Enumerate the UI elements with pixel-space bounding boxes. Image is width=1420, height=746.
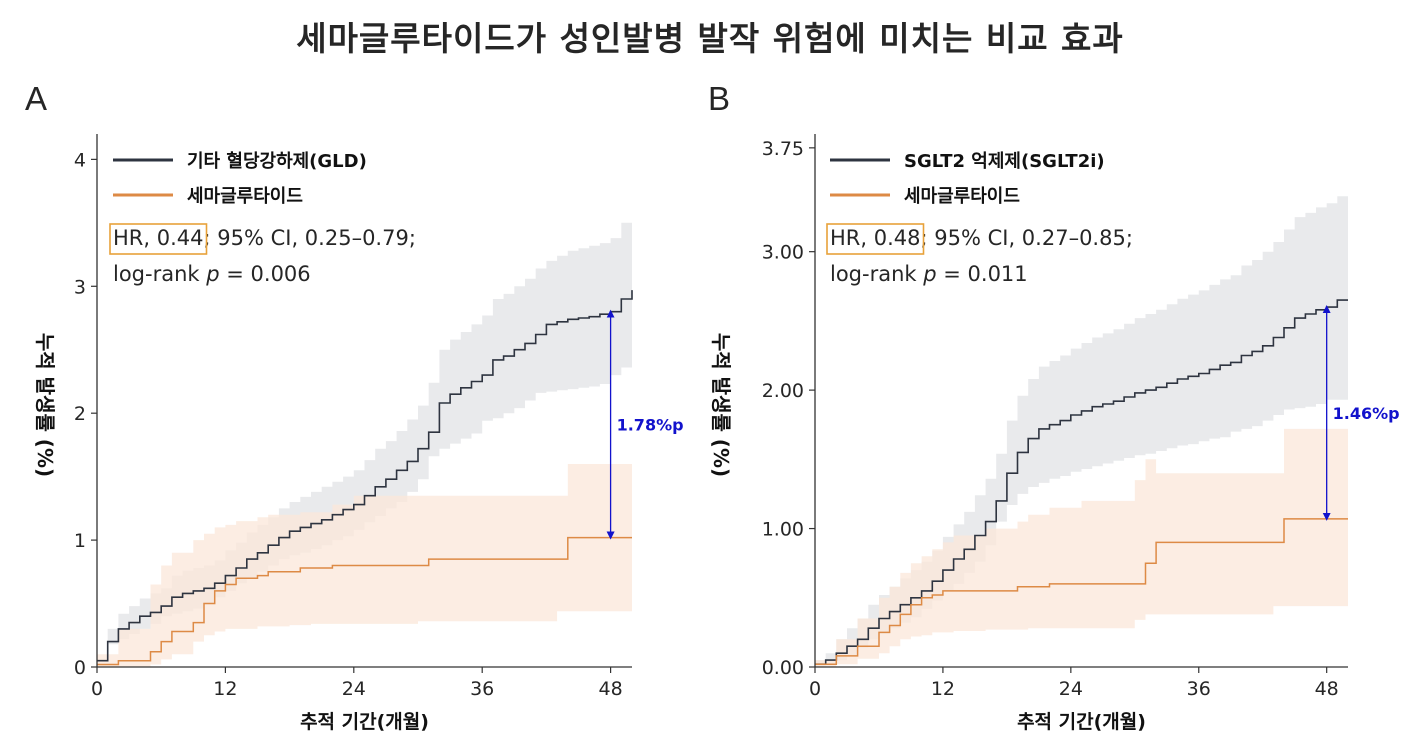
panel-a-legend-label: 기타 혈당강하제(GLD)	[187, 150, 367, 172]
panel-a-hr-text: HR, 0.44	[113, 226, 204, 250]
panel-a-logrank-value: = 0.006	[220, 262, 311, 286]
panel-a-y-axis-label: 누적 발생률 (%)	[33, 333, 57, 477]
panel-a-legend-label: 세마글루타이드	[187, 186, 303, 207]
panel-b-xtick-label: 0	[809, 678, 821, 700]
panel-b-x-axis-label: 추적 기간(개월)	[1017, 711, 1146, 733]
panel-a-xtick-label: 12	[213, 678, 237, 700]
panel-b-xtick-label: 24	[1059, 678, 1083, 700]
panel-a-line-semaglutide	[97, 536, 632, 666]
panel-b-ytick-label: 2.00	[762, 380, 804, 402]
panel-b-ytick-label: 3.75	[762, 138, 804, 160]
panel-b-line-semaglutide	[815, 518, 1348, 665]
panel-a-ytick-label: 0	[74, 657, 86, 679]
panel-a-xtick-label: 24	[342, 678, 366, 700]
panel-b-legend-label: SGLT2 억제제(SGLT2i)	[904, 151, 1105, 172]
figure-title: 세마글루타이드가 성인발병 발작 위험에 미치는 비교 효과	[296, 19, 1124, 58]
panel-b-ytick-label: 1.00	[762, 519, 804, 541]
panel-b-xtick-label: 36	[1187, 678, 1211, 700]
panel-b-xtick-label: 12	[931, 678, 955, 700]
panel-a-ytick-label: 4	[74, 149, 86, 171]
panel-a-ytick-label: 2	[74, 403, 86, 425]
panel-a-xtick-label: 36	[470, 678, 494, 700]
panel-label-b: B	[708, 80, 731, 117]
panel-a-ytick-label: 1	[74, 530, 86, 552]
panel-a-logrank-text: log-rank p = 0.006	[113, 262, 311, 286]
panel-b-hr-text: HR, 0.48	[830, 226, 921, 250]
panel-a-ytick-label: 3	[74, 276, 86, 298]
panel-a-ci-text: ; 95% CI, 0.25–0.79;	[204, 226, 416, 250]
panel-b-plot: 0.00 1.00 2.00 3.00 3.75 0 12 24 36 48 추적 기간(개월) 누적…	[709, 134, 1400, 733]
panel-a-xtick-label: 48	[599, 678, 623, 700]
panel-a-xtick-label: 0	[91, 678, 103, 700]
panel-b-ci-band-semaglutide	[815, 428, 1348, 667]
panel-b-difference-label: 1.46%p	[1333, 404, 1400, 423]
panel-b-logrank-value: = 0.011	[937, 262, 1028, 286]
panel-b-ci-text: ; 95% CI, 0.27–0.85;	[921, 226, 1133, 250]
panel-b-legend-label: 세마글루타이드	[904, 186, 1020, 207]
panel-b-hr-highlight-box	[826, 223, 925, 255]
panel-label-a: A	[25, 80, 48, 117]
panel-b-ytick-label: 0.00	[762, 657, 804, 679]
panel-a-logrank-prefix: log-rank	[113, 262, 206, 286]
panel-b-line-comparator	[815, 299, 1348, 665]
panel-a-x-axis-label: 추적 기간(개월)	[300, 711, 429, 733]
panel-b-ytick-label: 3.00	[762, 242, 804, 264]
panel-a-difference-label: 1.78%p	[617, 416, 684, 435]
panel-b-logrank-text: log-rank p = 0.011	[830, 262, 1028, 286]
panel-a-hr-highlight-box	[109, 223, 208, 255]
panel-b-xtick-label: 48	[1315, 678, 1339, 700]
panel-b-logrank-prefix: log-rank	[830, 262, 923, 286]
panel-b-logrank-p: p	[922, 262, 936, 286]
panel-a-logrank-p: p	[205, 262, 219, 286]
panel-b-y-axis-label: 누적 발생률 (%)	[709, 333, 733, 477]
panel-a-line-comparator	[97, 290, 633, 662]
